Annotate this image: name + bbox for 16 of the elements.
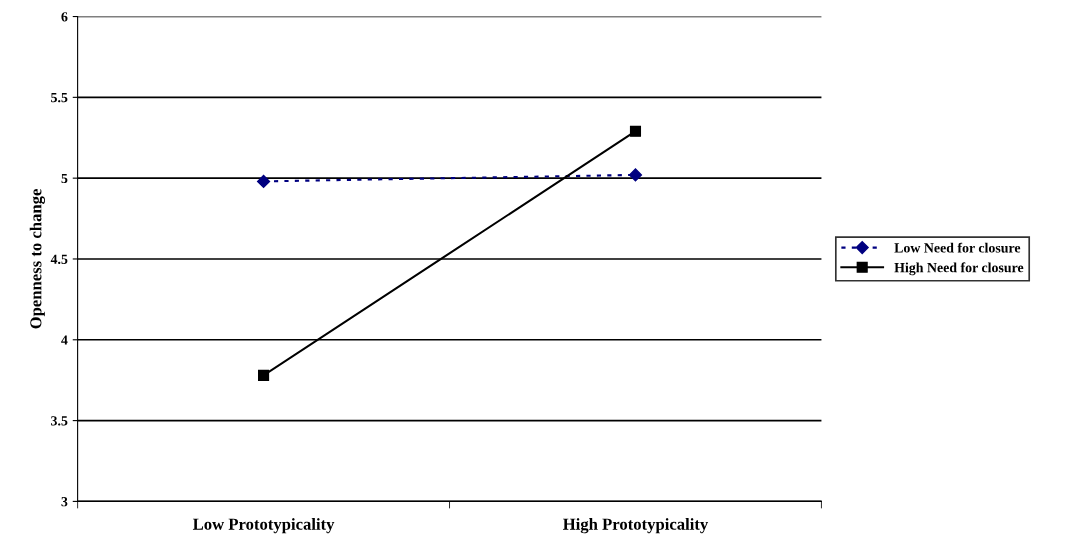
y-tick-label: 5.5 bbox=[51, 93, 68, 103]
point bbox=[628, 168, 643, 182]
point bbox=[258, 369, 270, 381]
x-tick-label: High Prototypicality bbox=[563, 518, 709, 534]
y-tick-label: 3.5 bbox=[51, 416, 68, 426]
legend-label: Low Need for closure bbox=[894, 242, 1021, 253]
y-tick-label: 4 bbox=[61, 335, 68, 345]
y-tick-label: 4.5 bbox=[50, 254, 68, 264]
x-tick-label: Low Prototypicality bbox=[192, 518, 335, 534]
y-tick-label: 5 bbox=[61, 173, 68, 184]
y-tick-label: 6 bbox=[61, 12, 68, 22]
legend-label: High Need for closure bbox=[894, 262, 1024, 276]
point bbox=[629, 125, 642, 137]
y-tick-label: 3 bbox=[61, 497, 68, 507]
y-axis-title: Openness to change bbox=[29, 189, 45, 329]
point bbox=[256, 174, 271, 188]
